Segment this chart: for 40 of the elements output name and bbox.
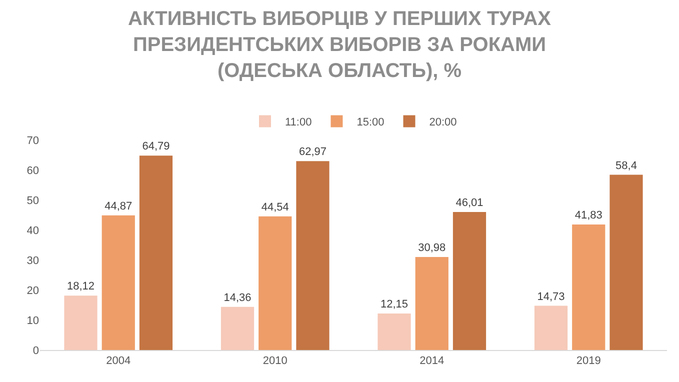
data-label: 62,97: [298, 146, 327, 158]
bar: [139, 156, 173, 350]
bar: [102, 215, 135, 350]
x-tick-label: 2004: [106, 355, 131, 368]
bar: [378, 314, 411, 350]
data-label: 64,79: [142, 140, 170, 153]
y-tick-label: 20: [26, 284, 39, 297]
bar: [64, 296, 98, 350]
y-tick-label: 10: [26, 314, 39, 327]
x-tick-label: 2014: [420, 355, 444, 368]
data-label: 30,98: [418, 242, 446, 254]
y-tick-label: 50: [26, 194, 39, 207]
bar: [452, 212, 486, 350]
data-label: 44,54: [261, 201, 289, 214]
y-tick-label: 30: [26, 254, 39, 267]
legend-label: 15:00: [356, 116, 384, 129]
x-tick-label: 2019: [576, 355, 601, 368]
bar: [610, 174, 643, 350]
bar: [220, 306, 254, 350]
legend-label: 20:00: [429, 116, 457, 129]
bar: [534, 306, 568, 350]
data-label: 18,12: [66, 280, 95, 293]
bar: [572, 224, 606, 350]
y-tick-label: 40: [26, 224, 39, 237]
y-tick-label: 0: [32, 344, 39, 357]
data-label: 41,83: [574, 210, 602, 222]
data-label: 58,4: [616, 160, 637, 172]
y-tick-label: 60: [26, 164, 39, 177]
bar: [296, 161, 330, 350]
bar: [415, 257, 448, 350]
chart-title: АКТИВНІСТЬ ВИБОРЦІВ У ПЕРШИХ ТУРАХ ПРЕЗИДЕНТСЬКИХ ВИБОРІВ ЗА РОКАМИ (ОДЕСЬКА ОБЛАСТЬ), %: [128, 8, 552, 82]
data-label: 14,73: [537, 290, 565, 303]
x-tick-label: 2010: [262, 355, 288, 368]
data-label: 12,15: [380, 298, 408, 311]
bar: [258, 216, 292, 350]
data-label: 44,87: [104, 200, 132, 212]
legend-label: 11:00: [285, 116, 312, 129]
data-label: 14,36: [224, 292, 252, 304]
y-tick-label: 70: [26, 134, 39, 147]
data-label: 46,01: [456, 196, 484, 209]
